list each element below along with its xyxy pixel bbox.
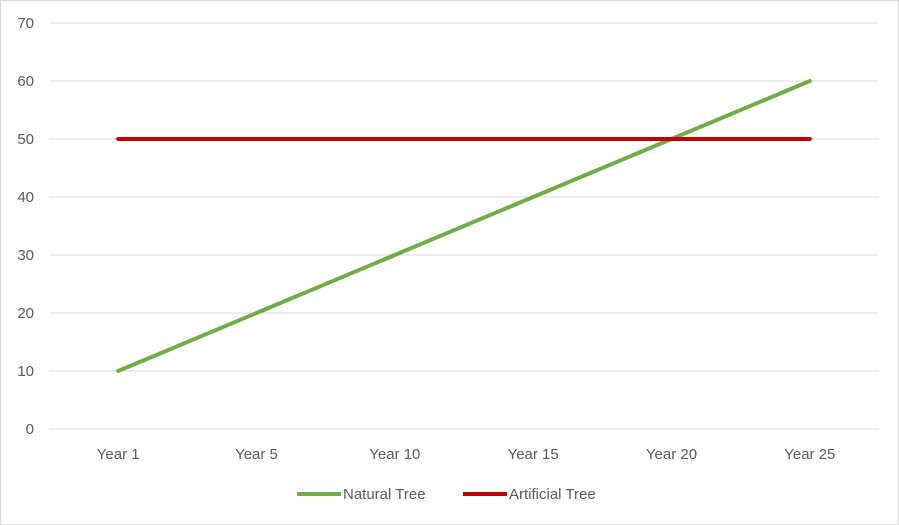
y-tick-label: 40 <box>17 189 34 206</box>
series-line-natural-tree <box>116 79 812 373</box>
x-axis-tick-labels: Year 1 Year 5 Year 10 Year 15 Year 20 Year 25 <box>97 446 836 463</box>
y-tick-label: 50 <box>17 131 34 148</box>
legend: Natural Tree Artificial Tree <box>297 486 596 503</box>
series-lines <box>116 79 812 373</box>
x-tick-label: Year 15 <box>508 446 559 463</box>
x-tick-label: Year 25 <box>784 446 835 463</box>
y-axis-tick-labels: 0 10 20 30 40 50 60 70 <box>17 15 34 438</box>
legend-label: Artificial Tree <box>509 486 596 503</box>
y-tick-label: 60 <box>17 73 34 90</box>
y-tick-label: 70 <box>17 15 34 32</box>
y-tick-label: 0 <box>26 421 34 438</box>
x-tick-label: Year 10 <box>369 446 420 463</box>
y-tick-label: 10 <box>17 363 34 380</box>
y-tick-label: 20 <box>17 305 34 322</box>
x-tick-label: Year 1 <box>97 446 140 463</box>
legend-label: Natural Tree <box>343 486 426 503</box>
y-tick-label: 30 <box>17 247 34 264</box>
x-tick-label: Year 5 <box>235 446 278 463</box>
x-tick-label: Year 20 <box>646 446 697 463</box>
